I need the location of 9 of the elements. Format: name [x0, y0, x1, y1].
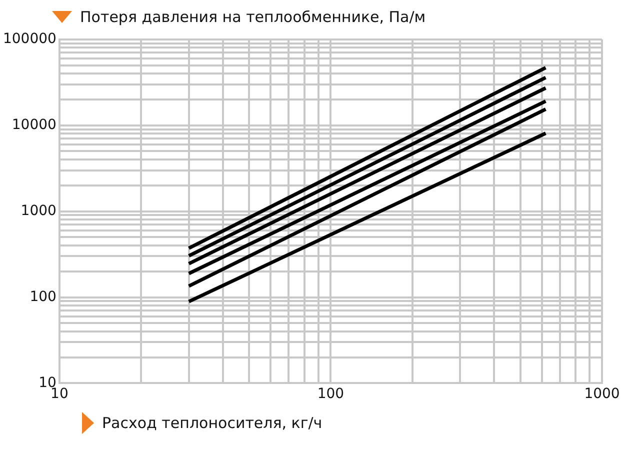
y-tick-label: 10000 — [12, 116, 56, 133]
y-tick-label: 100 — [30, 288, 56, 305]
y-axis-title: Потеря давления на теплообменнике, Па/м — [80, 8, 426, 26]
x-tick-label: 10 — [50, 386, 68, 402]
y-tick-label: 100000 — [2, 31, 56, 48]
x-axis-title: Расход теплоносителя, кг/ч — [102, 414, 322, 432]
y-tick-label: 1000 — [20, 202, 56, 219]
x-tick-label: 1000 — [584, 386, 620, 402]
x-tick-label: 100 — [317, 386, 344, 402]
